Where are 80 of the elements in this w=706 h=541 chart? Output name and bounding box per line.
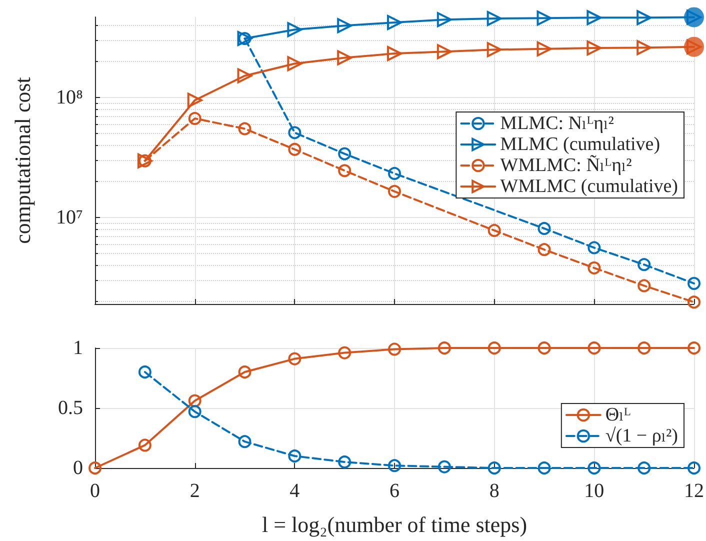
point [688,296,700,309]
point [588,342,601,354]
point [586,10,602,26]
point [187,92,202,108]
point [288,142,302,156]
point [586,40,602,56]
point [188,405,202,418]
point [536,41,552,56]
point [486,42,502,58]
point [588,462,601,474]
y-axis-title: computational cost [10,77,35,244]
point [337,50,352,66]
point [288,126,302,140]
point [237,68,252,84]
point [536,10,552,26]
legend-label: √(1 − ρₗ²) [605,426,678,446]
point [138,366,152,378]
point [688,342,700,354]
y-tick-label: 10⁷ [56,206,84,229]
point [88,462,102,474]
point [638,258,651,272]
point [338,346,352,360]
point [488,462,501,474]
point [388,342,401,356]
point [338,147,352,160]
point [638,279,651,292]
point [636,10,652,26]
x-tick-label: 0 [90,480,100,502]
point [287,22,302,38]
point [387,14,402,30]
point [338,456,352,468]
x-tick-label: 8 [489,480,500,502]
point [138,438,152,452]
point [538,222,551,235]
x-tick-label: 12 [684,480,704,502]
legend-label: WMLMC: Ñₗᴸηₗ² [500,155,632,176]
point [436,44,452,60]
point [636,40,652,56]
point [488,224,501,237]
point [538,342,551,354]
point [538,243,551,256]
point [438,460,451,474]
legend-label: WMLMC (cumulative) [500,176,678,197]
point [188,112,202,125]
legend-label: MLMC (cumulative) [500,134,660,155]
x-tick-label: 2 [190,480,200,502]
point [238,435,252,448]
point [288,352,302,366]
point [588,241,601,254]
point [588,261,601,274]
point [287,56,302,72]
point [638,462,651,474]
point [388,459,401,472]
point [188,394,202,408]
point [638,342,651,354]
point [238,122,252,136]
point [488,342,501,354]
point [688,276,700,290]
legend-label: Θₗᴸ [605,404,631,426]
point [688,462,700,474]
point [338,164,352,178]
point [486,10,502,26]
y-tick-label: 1 [73,337,83,359]
y-tick-label: 0.5 [58,397,83,419]
point [288,450,302,462]
x-axis-title: l = log₂(number of time steps) [262,512,528,537]
y-tick-label: 0 [73,457,83,479]
point [388,184,401,198]
legend-label: MLMC: Nₗᴸηₗ² [500,113,614,134]
point [538,462,551,474]
point [438,342,451,354]
point [387,46,402,62]
point [388,166,401,180]
point [337,18,352,34]
x-tick-label: 4 [290,480,300,502]
y-tick-label: 10⁸ [56,86,84,109]
point [238,366,252,378]
x-tick-label: 6 [390,480,400,502]
point [436,12,452,28]
x-tick-label: 10 [584,480,604,502]
